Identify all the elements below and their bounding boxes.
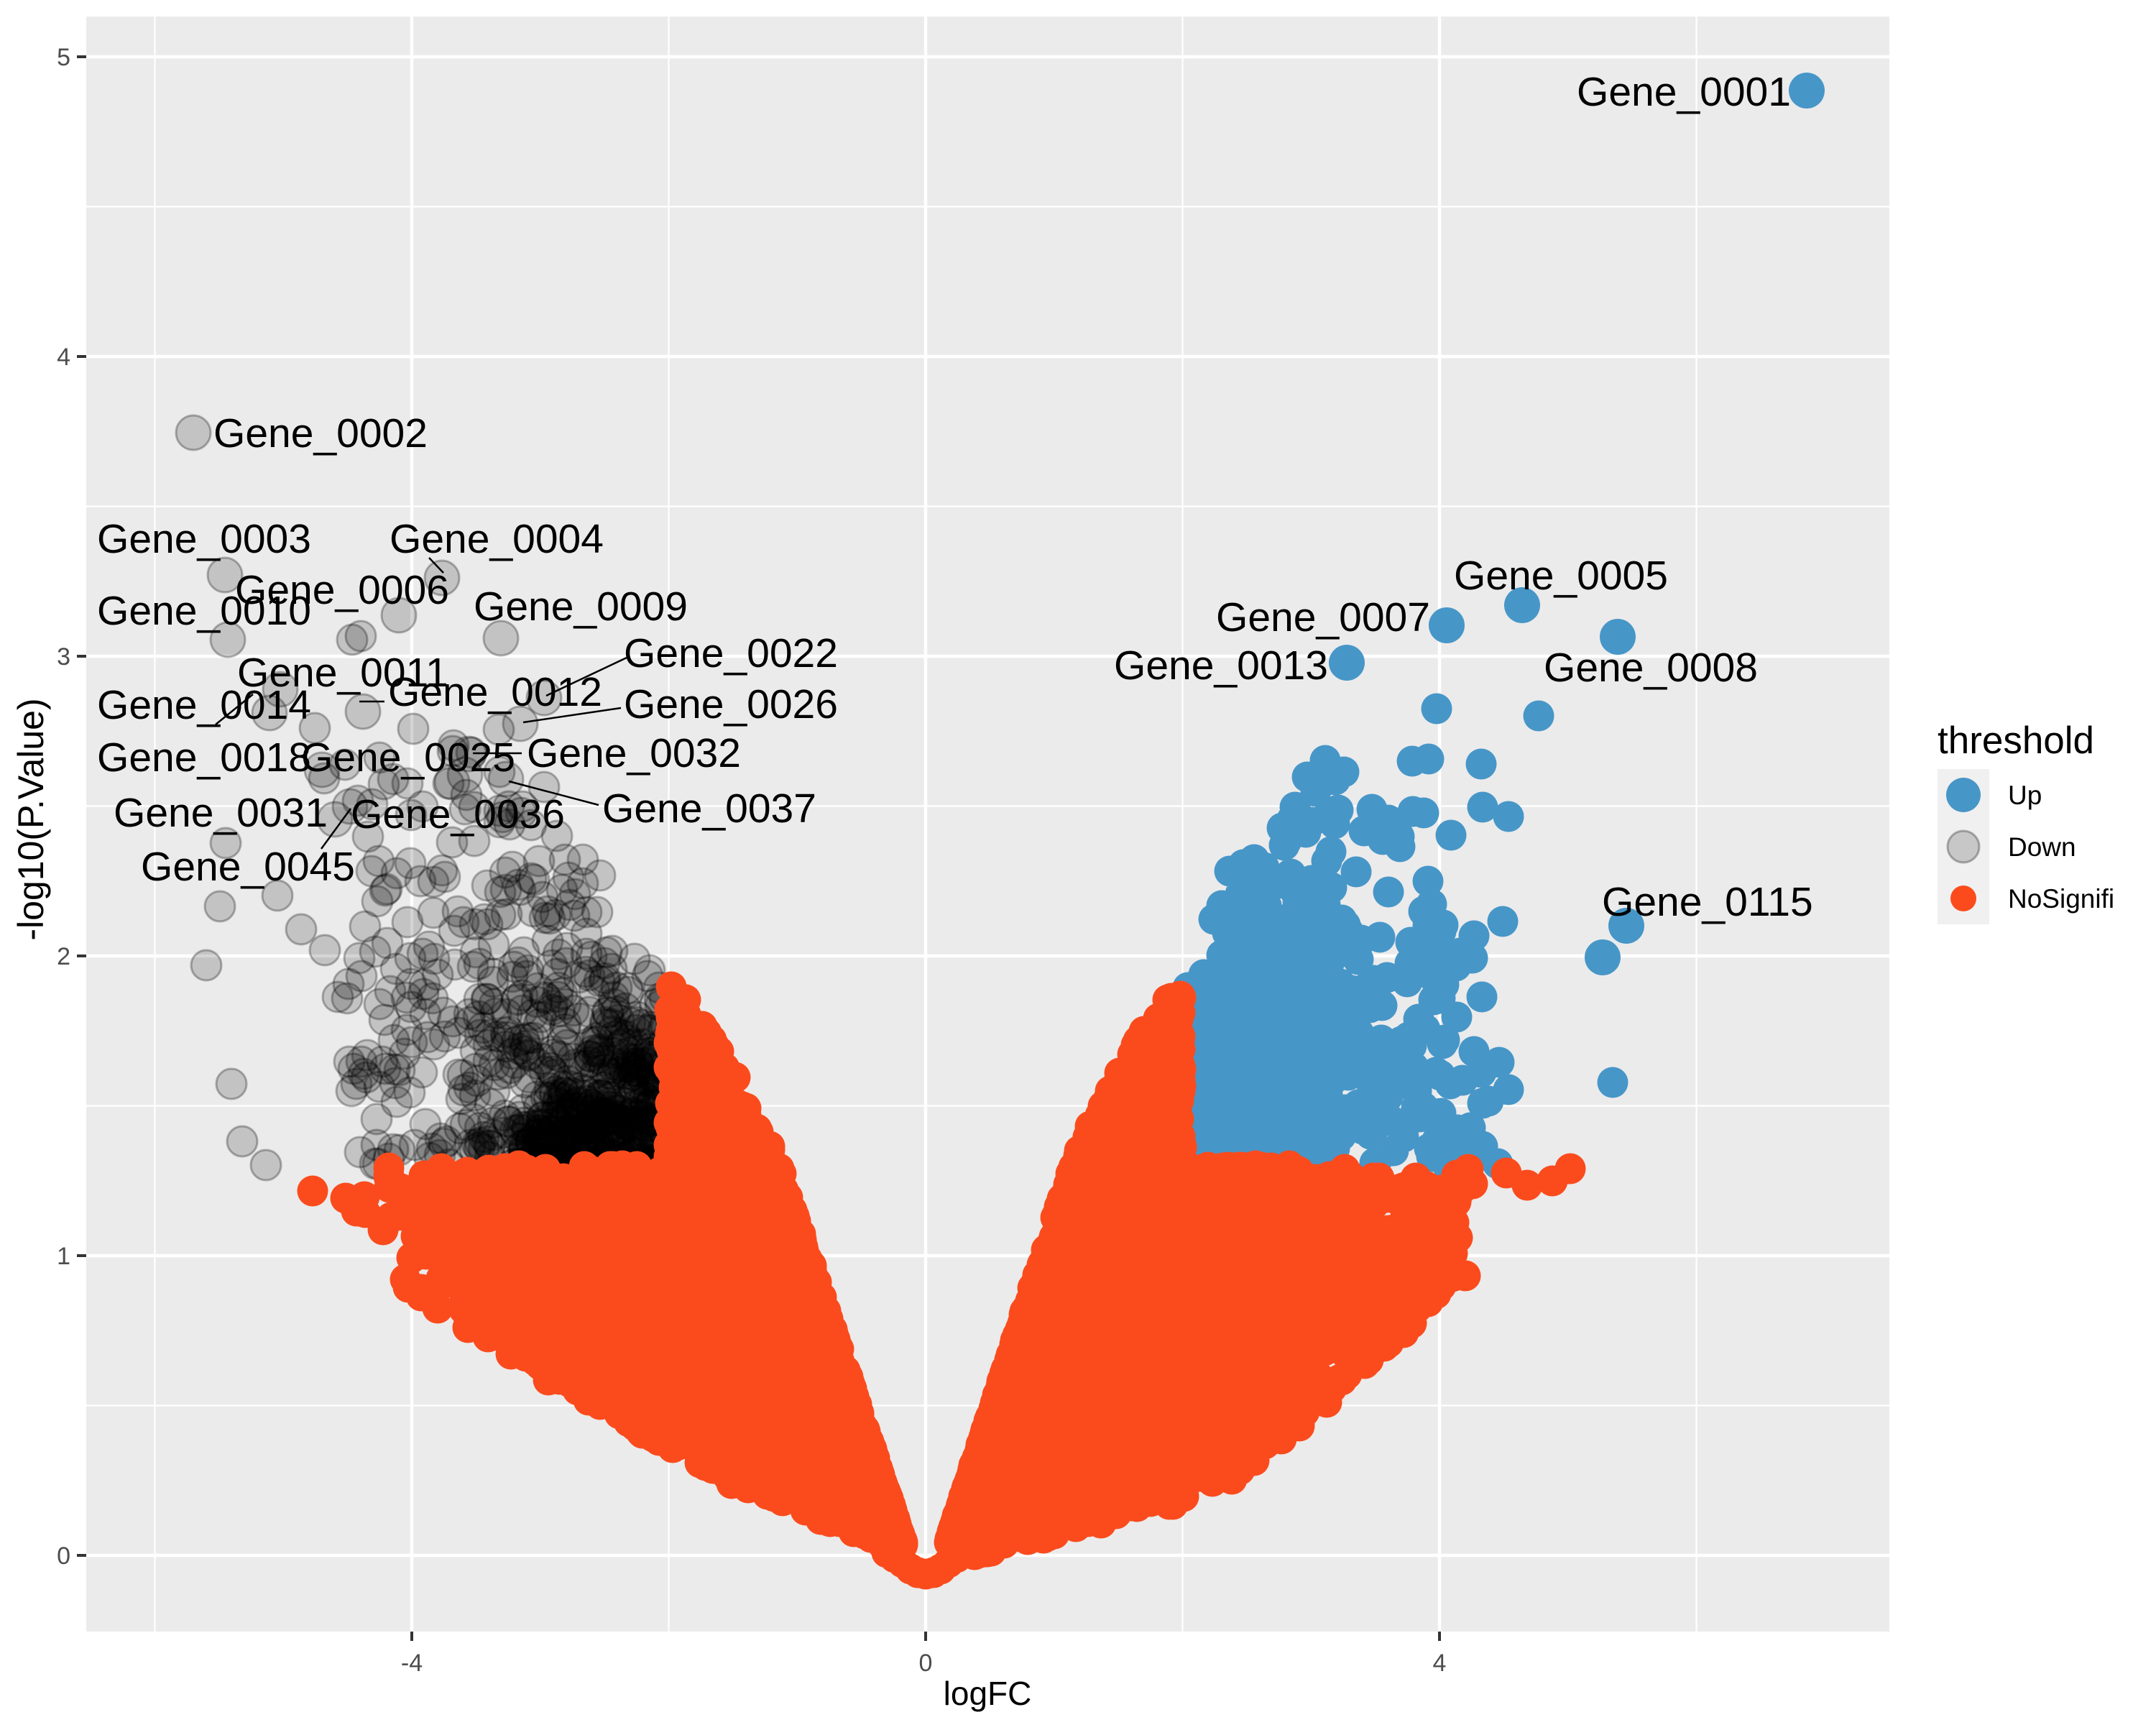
svg-text:Gene_0032: Gene_0032 (527, 730, 741, 776)
svg-text:-4: -4 (401, 1650, 423, 1677)
svg-text:Gene_0014: Gene_0014 (97, 682, 311, 728)
svg-text:Gene_0031: Gene_0031 (114, 790, 328, 836)
svg-text:Gene_0001: Gene_0001 (1577, 69, 1791, 115)
svg-text:3: 3 (57, 643, 70, 671)
svg-text:Up: Up (2008, 781, 2042, 810)
svg-text:Down: Down (2008, 832, 2076, 862)
svg-text:Gene_0007: Gene_0007 (1216, 594, 1430, 640)
svg-text:Gene_0012: Gene_0012 (388, 669, 602, 715)
svg-text:threshold: threshold (1938, 719, 2094, 762)
svg-text:logFC: logFC (944, 1675, 1032, 1712)
svg-text:Gene_0036: Gene_0036 (351, 791, 565, 837)
svg-text:1: 1 (57, 1243, 70, 1270)
svg-text:Gene_0008: Gene_0008 (1544, 645, 1758, 691)
svg-text:Gene_0026: Gene_0026 (624, 681, 838, 727)
svg-text:Gene_0010: Gene_0010 (97, 588, 311, 634)
svg-text:0: 0 (57, 1542, 70, 1570)
svg-text:Gene_0037: Gene_0037 (602, 786, 816, 832)
svg-text:Gene_0005: Gene_0005 (1454, 553, 1668, 599)
svg-text:Gene_0022: Gene_0022 (624, 630, 838, 676)
svg-text:-log10(P.Value): -log10(P.Value) (11, 698, 51, 940)
svg-text:Gene_0004: Gene_0004 (390, 516, 604, 562)
svg-text:Gene_0003: Gene_0003 (97, 516, 311, 562)
svg-text:4: 4 (1433, 1650, 1447, 1677)
svg-text:2: 2 (57, 943, 70, 970)
svg-text:NoSignifi: NoSignifi (2008, 884, 2114, 914)
svg-text:Gene_0009: Gene_0009 (474, 584, 688, 630)
svg-text:Gene_0045: Gene_0045 (141, 844, 355, 890)
svg-text:Gene_0025: Gene_0025 (301, 735, 515, 781)
svg-text:Gene_0002: Gene_0002 (213, 410, 428, 456)
svg-text:Gene_0115: Gene_0115 (1602, 879, 1813, 925)
svg-text:5: 5 (57, 44, 70, 71)
svg-text:Gene_0013: Gene_0013 (1114, 643, 1328, 689)
svg-text:0: 0 (919, 1650, 933, 1677)
svg-text:Gene_0018: Gene_0018 (97, 735, 311, 781)
svg-text:4: 4 (57, 344, 70, 371)
